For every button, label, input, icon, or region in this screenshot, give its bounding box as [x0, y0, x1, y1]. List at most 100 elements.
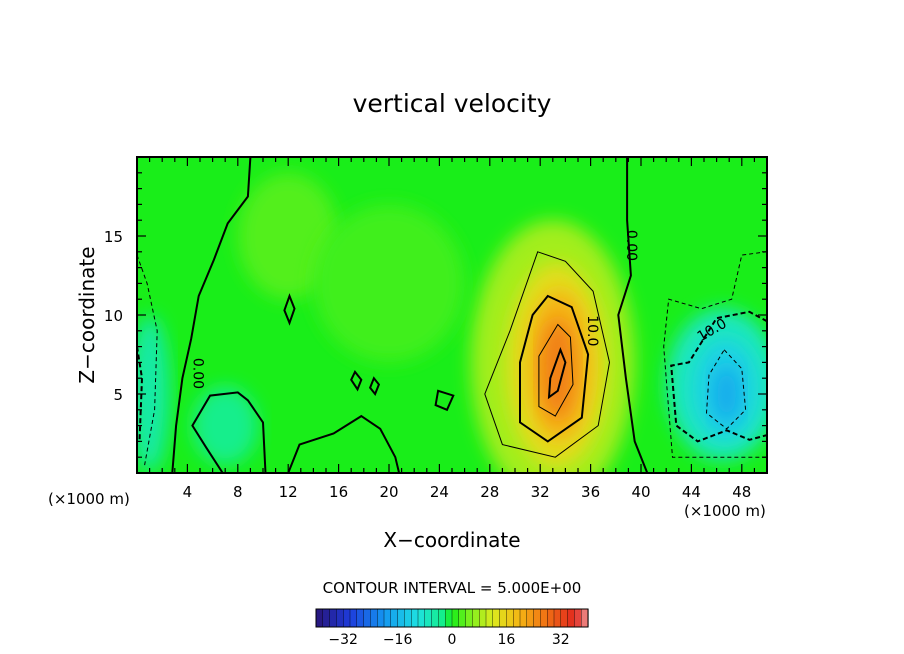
colorbar-swatch [540, 608, 548, 628]
colorbar-swatch [315, 608, 324, 628]
velocity-field [137, 172, 767, 473]
colorbar-swatch [424, 608, 433, 628]
chart-title: vertical velocity [353, 89, 552, 118]
colorbar-swatch [472, 608, 480, 628]
colorbar-swatch [458, 608, 467, 628]
y-tick-label: 15 [104, 228, 123, 246]
axis-ticks [137, 157, 767, 473]
zero-contour-cell [283, 293, 296, 326]
colorbar-swatch [553, 608, 562, 628]
colorbar-swatch [465, 608, 474, 628]
colorbar-swatch [363, 608, 372, 628]
colorbar-swatch [485, 608, 494, 628]
field-blob [192, 386, 258, 466]
colorbar-swatch [404, 608, 412, 628]
colorbar-swatch [397, 608, 406, 628]
contour-label: 10.0 [584, 315, 600, 346]
colorbar-swatch [492, 608, 501, 628]
colorbar-swatch [383, 608, 392, 628]
field-blob [711, 365, 742, 423]
colorbar-swatch [479, 608, 487, 628]
updraft-contour-15 [538, 323, 574, 417]
colorbar-swatch [533, 608, 541, 628]
downdraft-contour-10 [670, 310, 767, 443]
colorbar-swatch [349, 608, 358, 628]
updraft-contour-10 [519, 294, 590, 443]
colorbar-tick-label: 32 [552, 632, 570, 648]
zero-contour-cell [368, 376, 381, 396]
colorbar-swatch [343, 608, 351, 628]
x-tick-labels: 4 8 12 16 20 24 28 32 36 40 44 48 [183, 483, 752, 501]
x-tick-label: 4 [183, 483, 193, 501]
downdraft-contour-15 [705, 348, 747, 430]
field-blob [137, 315, 170, 473]
colorbar-tick-label: 16 [497, 632, 515, 648]
updraft-contour-20 [547, 346, 567, 400]
field-blob [237, 172, 339, 300]
colorbar-tick-label: −16 [383, 632, 413, 648]
contour-label: 0.00 [190, 358, 206, 389]
colorbar-tick-label: −32 [328, 632, 358, 648]
x-tick-label: 12 [279, 483, 298, 501]
colorbar-swatch [547, 608, 555, 628]
zero-contour-cell [434, 389, 455, 412]
colorbar-swatch [519, 608, 528, 628]
colorbar-swatch [506, 608, 514, 628]
x-unit-left: (×1000 m) [48, 490, 130, 508]
x-axis-label: X−coordinate [383, 528, 520, 552]
colorbar-swatch [526, 608, 535, 628]
y-tick-label: 5 [113, 386, 123, 404]
downdraft-contour-west-5 [137, 254, 158, 466]
x-tick-label: 24 [430, 483, 449, 501]
x-tick-label: 40 [631, 483, 650, 501]
colorbar-swatch [560, 608, 569, 628]
colorbar-swatch [377, 608, 385, 628]
colorbar-swatch [370, 608, 378, 628]
colorbar-swatch [390, 608, 399, 628]
x-tick-label: 8 [233, 483, 243, 501]
field-blob [313, 204, 465, 363]
colorbar-swatch [431, 608, 440, 628]
downdraft-contour-5 [663, 251, 767, 458]
colorbar-tick-label: 0 [448, 632, 457, 648]
colorbar-swatch [417, 608, 426, 628]
colorbar-swatch [322, 608, 331, 628]
updraft-contour-5 [484, 251, 611, 458]
x-tick-label: 20 [379, 483, 398, 501]
colorbar [315, 608, 589, 628]
contour-interval-note: CONTOUR INTERVAL = 5.000E+00 [323, 579, 582, 597]
x-tick-label: 48 [732, 483, 751, 501]
colorbar-swatch [451, 608, 460, 628]
zero-contour-west [171, 157, 252, 473]
colorbar-swatch [356, 608, 365, 628]
zero-contour-east [617, 157, 649, 473]
y-axis-label: Z−coordinate [75, 246, 99, 383]
x-tick-label: 32 [531, 483, 550, 501]
downdraft-contour-west-10 [137, 346, 144, 442]
colorbar-swatch [581, 608, 589, 628]
colorbar-swatch [336, 608, 344, 628]
colorbar-swatch [329, 608, 338, 628]
contour-label: 0.00 [623, 230, 639, 261]
contour-lines [137, 157, 767, 473]
colorbar-swatch [445, 608, 453, 628]
x-tick-label: 28 [480, 483, 499, 501]
zero-contour-cell [350, 370, 363, 392]
colorbar-swatch [513, 608, 521, 628]
x-tick-label: 44 [682, 483, 701, 501]
colorbar-swatch [438, 608, 446, 628]
x-unit-right: (×1000 m) [684, 502, 766, 520]
colorbar-swatch [574, 608, 582, 628]
colorbar-swatch [411, 608, 419, 628]
colorbar-swatch [567, 608, 575, 628]
field-blob [540, 318, 576, 420]
zero-contour-west-lobe [191, 391, 267, 473]
colorbar-tick-labels: −32 −16 0 16 32 [328, 632, 569, 648]
x-tick-label: 16 [329, 483, 348, 501]
colorbar-swatch [499, 608, 508, 628]
zero-contour-south [287, 414, 401, 473]
x-tick-label: 36 [581, 483, 600, 501]
